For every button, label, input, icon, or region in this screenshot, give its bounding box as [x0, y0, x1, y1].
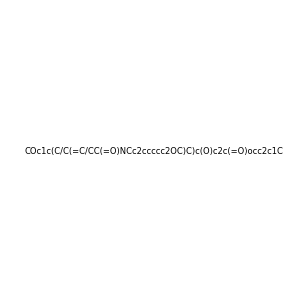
- Text: COc1c(C/C(=C/CC(=O)NCc2ccccc2OC)C)c(O)c2c(=O)occ2c1C: COc1c(C/C(=C/CC(=O)NCc2ccccc2OC)C)c(O)c2…: [24, 147, 283, 156]
